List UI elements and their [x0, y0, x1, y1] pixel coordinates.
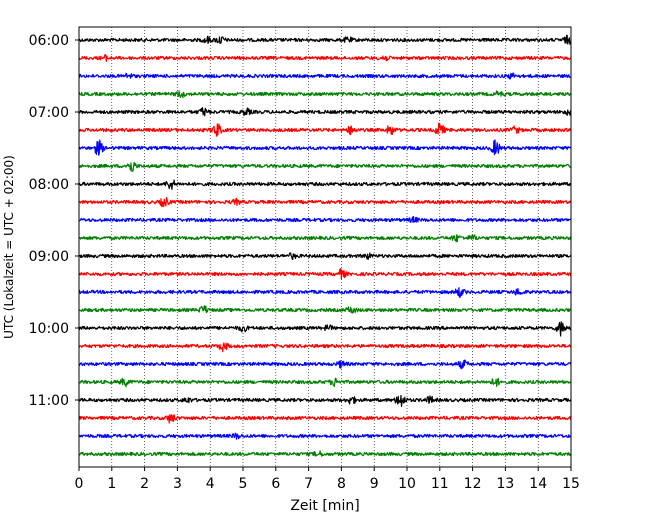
- x-tick-label: 13: [496, 476, 514, 492]
- x-tick-label: 8: [337, 476, 346, 492]
- x-axis: 0 1 2 3 4 5 6 7 8 9 10 11 12 13 14 15: [75, 467, 580, 492]
- trace-line: [78, 122, 572, 137]
- vertical-grid: [111, 27, 539, 467]
- trace-line: [78, 414, 572, 424]
- trace-line: [78, 267, 572, 281]
- y-tick-label: 11:00: [29, 393, 69, 409]
- trace-line: [78, 107, 572, 117]
- y-axis-title: UTC (Lokalzeit = UTC + 02:00): [2, 155, 16, 339]
- trace-line: [78, 215, 572, 224]
- trace-line: [78, 53, 572, 62]
- trace-line: [78, 72, 572, 80]
- plot-frame: [78, 26, 572, 468]
- x-tick-label: 12: [464, 476, 482, 492]
- y-tick-label: 08:00: [29, 177, 69, 193]
- trace-line: [78, 377, 572, 388]
- trace-line: [78, 342, 572, 353]
- x-tick-label: 6: [271, 476, 280, 492]
- trace-line: [78, 34, 572, 45]
- x-tick-label: 15: [562, 476, 580, 492]
- x-tick-label: 5: [239, 476, 248, 492]
- x-axis-title: Zeit [min]: [290, 498, 359, 514]
- trace-line: [78, 321, 572, 337]
- x-tick-label: 10: [398, 476, 416, 492]
- trace-line: [78, 196, 572, 208]
- x-tick-label: 7: [304, 476, 313, 492]
- y-tick-label: 09:00: [29, 249, 69, 265]
- x-tick-label: 11: [431, 476, 449, 492]
- x-tick-label: 2: [140, 476, 149, 492]
- trace-line: [78, 287, 572, 298]
- trace-line: [78, 432, 572, 440]
- trace-line: [78, 359, 572, 370]
- x-tick-label: 4: [206, 476, 215, 492]
- trace-line: [78, 234, 572, 243]
- x-tick-label: 3: [173, 476, 182, 492]
- x-tick-label: 9: [370, 476, 379, 492]
- x-tick-label: 1: [107, 476, 116, 492]
- x-tick-label: 14: [529, 476, 547, 492]
- trace-line: [78, 394, 572, 408]
- trace-line: [78, 161, 572, 173]
- trace-line: [78, 90, 572, 99]
- y-tick-label: 06:00: [29, 33, 69, 49]
- y-tick-label: 10:00: [29, 321, 69, 337]
- y-tick-label: 07:00: [29, 105, 69, 121]
- trace-line: [78, 179, 572, 190]
- traces: [78, 34, 572, 457]
- trace-line: [78, 305, 572, 314]
- y-axis: 06:00 07:00 08:00 09:00 10:00 11:00: [29, 33, 79, 409]
- trace-line: [78, 139, 572, 156]
- x-tick-label: 0: [75, 476, 84, 492]
- trace-line: [78, 450, 572, 457]
- trace-line: [78, 252, 572, 260]
